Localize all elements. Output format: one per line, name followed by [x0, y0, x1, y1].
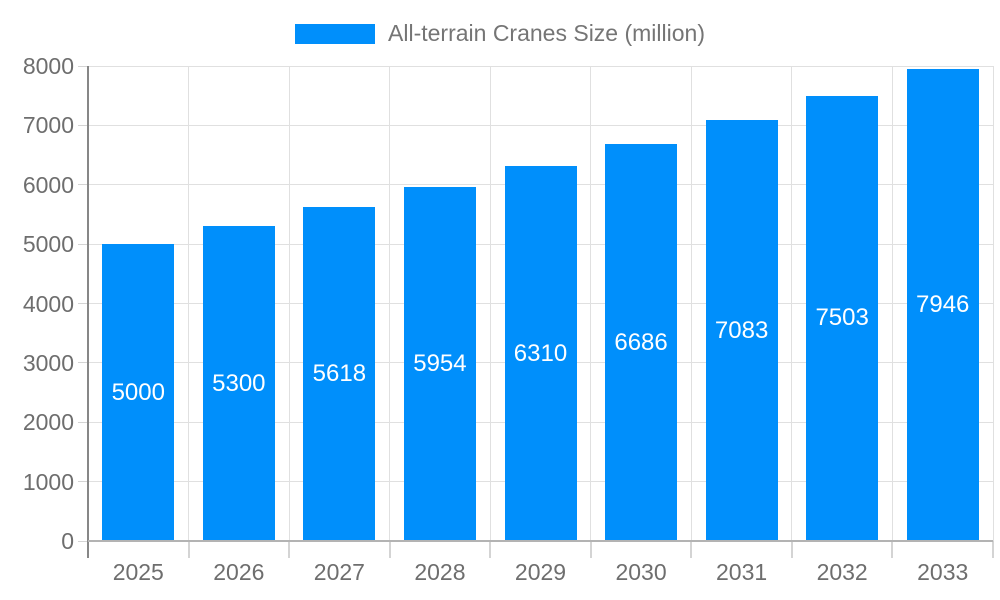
bar-2025[interactable]	[102, 244, 175, 541]
y-axis-tick	[78, 540, 88, 542]
bar-2032[interactable]	[806, 95, 879, 541]
legend-label: All-terrain Cranes Size (million)	[388, 20, 705, 46]
y-axis-label: 8000	[22, 53, 74, 79]
bar-value-label: 7083	[714, 316, 769, 344]
x-gridline	[489, 66, 491, 541]
x-axis-tick	[891, 541, 894, 558]
y-axis-label: 2000	[22, 409, 74, 436]
bar-2028[interactable]	[403, 187, 476, 541]
bar-2027[interactable]	[303, 207, 376, 541]
bar-value-label: 5300	[212, 369, 266, 397]
x-gridline	[389, 66, 391, 541]
x-gridline	[590, 66, 592, 541]
y-axis-tick	[78, 124, 88, 126]
y-axis-label: 3000	[22, 349, 74, 376]
y-axis-label: 7000	[22, 112, 74, 139]
x-gridline	[690, 66, 692, 541]
x-gridline	[992, 66, 994, 541]
y-axis-tick	[78, 421, 88, 423]
bar-value-label: 6310	[513, 339, 568, 367]
x-axis-tick	[690, 541, 693, 558]
bar-2031[interactable]	[705, 120, 778, 541]
x-axis-label-2031: 2031	[716, 559, 768, 585]
x-axis-label-2027: 2027	[313, 559, 365, 585]
y-gridline	[88, 124, 993, 126]
x-axis-label-2028: 2028	[414, 559, 466, 585]
y-axis-tick	[78, 362, 88, 364]
y-axis-label: 5000	[22, 231, 74, 258]
y-axis-tick	[78, 243, 88, 245]
bar-2026[interactable]	[202, 226, 275, 541]
x-axis-tick	[992, 541, 994, 558]
bar-value-label: 5954	[413, 350, 467, 378]
y-gridline	[88, 65, 993, 67]
x-axis-line	[88, 540, 993, 542]
x-axis-tick	[187, 541, 190, 558]
y-axis-label: 4000	[22, 290, 74, 317]
y-axis-label: 1000	[22, 468, 74, 495]
x-axis-tick	[790, 541, 793, 558]
y-axis-tick	[78, 65, 88, 67]
x-axis-tick	[288, 541, 291, 558]
bar-value-label: 6686	[614, 328, 668, 356]
bar-2030[interactable]	[605, 144, 678, 541]
bar-2029[interactable]	[504, 166, 577, 541]
x-axis-label-2033: 2033	[917, 559, 969, 585]
x-axis-tick	[388, 541, 391, 558]
y-axis-tick	[78, 481, 88, 483]
y-axis-label: 6000	[22, 171, 74, 198]
x-axis-label-2032: 2032	[816, 559, 868, 585]
x-axis-label-2025: 2025	[112, 559, 164, 585]
y-axis-tick	[78, 184, 88, 186]
legend-swatch	[295, 23, 376, 44]
y-axis-tick	[78, 303, 88, 304]
x-gridline	[791, 66, 793, 541]
y-axis-line	[87, 66, 89, 558]
bar-value-label: 7946	[916, 291, 970, 319]
legend-item[interactable]: All-terrain Cranes Size (million)	[295, 20, 705, 47]
x-gridline	[891, 66, 893, 541]
x-axis-label-2030: 2030	[615, 559, 667, 585]
bar-2033[interactable]	[906, 69, 979, 541]
x-axis-tick	[589, 541, 592, 558]
x-gridline	[188, 66, 190, 541]
legend: All-terrain Cranes Size (million)	[0, 20, 1000, 47]
y-axis-label: 0	[61, 528, 74, 554]
x-axis-tick	[489, 541, 492, 558]
x-axis-label-2026: 2026	[213, 559, 265, 585]
bar-value-label: 7503	[815, 304, 869, 332]
x-gridline	[288, 66, 290, 541]
x-axis-label-2029: 2029	[514, 559, 567, 585]
bar-value-label: 5618	[312, 360, 367, 388]
bar-value-label: 5000	[111, 378, 165, 406]
